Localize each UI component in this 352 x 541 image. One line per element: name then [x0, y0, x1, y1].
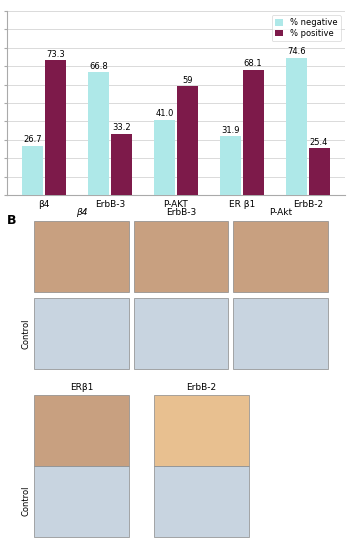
Bar — [177, 87, 198, 195]
Text: ErbB-2: ErbB-2 — [186, 382, 216, 392]
Text: Control: Control — [22, 318, 31, 349]
FancyBboxPatch shape — [233, 298, 328, 369]
Text: ErbB-3: ErbB-3 — [166, 208, 196, 217]
Text: 31.9: 31.9 — [221, 126, 240, 135]
Bar — [220, 136, 241, 195]
Text: 59: 59 — [182, 76, 193, 85]
Text: 66.8: 66.8 — [89, 62, 108, 70]
Text: 73.3: 73.3 — [46, 50, 65, 58]
Text: B: B — [7, 214, 17, 227]
Text: 25.4: 25.4 — [310, 138, 328, 147]
Legend: % negative, % positive: % negative, % positive — [271, 15, 341, 41]
Bar — [45, 60, 66, 195]
Text: Control: Control — [22, 486, 31, 517]
Bar — [88, 72, 109, 195]
Bar — [286, 58, 307, 195]
FancyBboxPatch shape — [154, 466, 249, 537]
FancyBboxPatch shape — [233, 221, 328, 292]
Text: 68.1: 68.1 — [244, 59, 263, 68]
Text: P-Akt: P-Akt — [269, 208, 292, 217]
FancyBboxPatch shape — [34, 221, 129, 292]
FancyBboxPatch shape — [34, 395, 129, 466]
Text: ERβ1: ERβ1 — [70, 382, 93, 392]
Bar — [308, 148, 329, 195]
Text: 33.2: 33.2 — [112, 123, 131, 133]
Text: 26.7: 26.7 — [24, 135, 42, 144]
Bar — [23, 146, 44, 195]
Text: β4: β4 — [76, 208, 87, 217]
FancyBboxPatch shape — [134, 298, 228, 369]
FancyBboxPatch shape — [34, 298, 129, 369]
Text: 74.6: 74.6 — [287, 47, 306, 56]
Bar — [154, 120, 175, 195]
Text: 41.0: 41.0 — [156, 109, 174, 118]
FancyBboxPatch shape — [154, 395, 249, 466]
Bar — [111, 134, 132, 195]
FancyBboxPatch shape — [134, 221, 228, 292]
Bar — [243, 70, 264, 195]
FancyBboxPatch shape — [34, 466, 129, 537]
